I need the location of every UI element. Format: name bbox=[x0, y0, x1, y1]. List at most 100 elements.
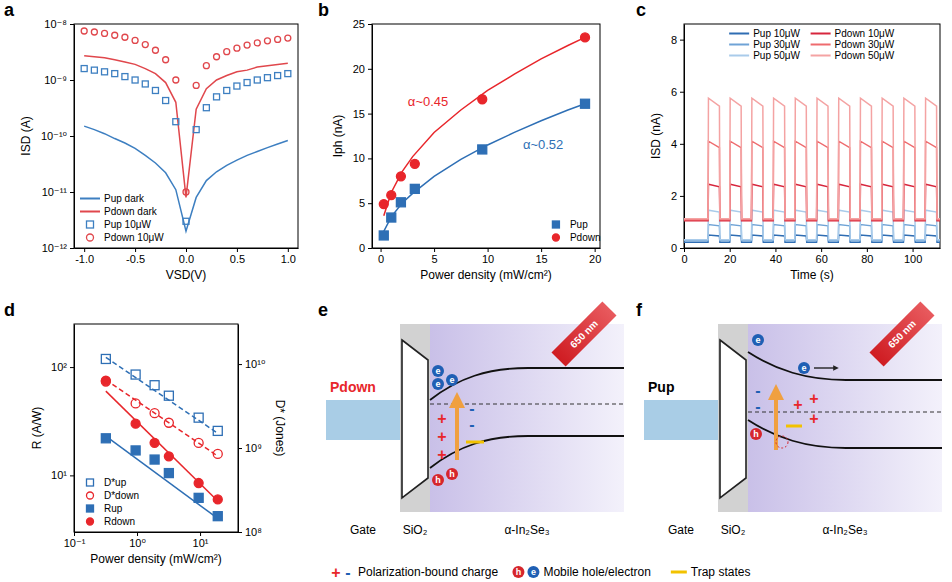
conduction-band bbox=[430, 368, 624, 400]
marker bbox=[122, 34, 128, 40]
plus-charge: + bbox=[809, 410, 818, 427]
legend: Pup darkPdown darkPup 10μWPdown 10μW bbox=[80, 193, 164, 243]
legend-item: Pdown 30μW bbox=[811, 39, 895, 50]
y-axis: 02468 bbox=[671, 25, 685, 255]
tick: 4 bbox=[671, 138, 684, 150]
hole bbox=[432, 474, 444, 486]
layer-label: Gate bbox=[350, 523, 376, 537]
trap-state bbox=[786, 425, 802, 428]
tick-mark bbox=[74, 532, 75, 536]
semiconductor bbox=[430, 324, 624, 512]
plus-charge: + bbox=[437, 428, 446, 445]
marker bbox=[387, 191, 396, 200]
oxide-barrier bbox=[402, 340, 428, 498]
tick: 10¹ bbox=[51, 469, 74, 481]
tick-label: 100 bbox=[904, 253, 922, 265]
plot-area bbox=[101, 354, 222, 520]
tick: 10⁻⁸ bbox=[44, 18, 74, 30]
tick-label: 0 bbox=[378, 253, 384, 265]
y-axis-line bbox=[684, 25, 685, 249]
y-axis-title: ISD (A) bbox=[19, 116, 33, 155]
marker bbox=[142, 42, 148, 48]
tick: 10⁸ bbox=[238, 526, 262, 538]
marker bbox=[164, 469, 173, 478]
x-axis-title: Time (s) bbox=[790, 268, 834, 282]
tick-mark bbox=[913, 248, 914, 252]
marker bbox=[254, 77, 260, 83]
tick-mark bbox=[680, 196, 684, 197]
plot-area bbox=[379, 33, 589, 240]
y2-axis-title: D* (Jones) bbox=[273, 400, 287, 457]
tick-mark bbox=[70, 248, 74, 249]
tick-mark bbox=[137, 532, 138, 536]
tick: 25 bbox=[353, 18, 372, 30]
legend-symbol bbox=[87, 479, 94, 486]
series-line bbox=[684, 184, 940, 220]
tick-label: 10² bbox=[51, 361, 67, 373]
tick-label: 20 bbox=[589, 253, 601, 265]
x-axis: 10⁻¹10⁰10¹ bbox=[64, 532, 239, 549]
tick-mark bbox=[684, 248, 685, 252]
tick-label: 0.0 bbox=[179, 253, 194, 265]
marker bbox=[396, 198, 405, 207]
legend-item: Pdown 10μW bbox=[811, 28, 895, 39]
tick: 0.5 bbox=[230, 248, 245, 265]
oxide bbox=[718, 324, 748, 512]
marker bbox=[142, 81, 148, 87]
tick-mark bbox=[238, 364, 242, 365]
marker bbox=[387, 213, 396, 222]
panel: d10⁻¹10⁰10¹10¹10²10⁸10⁹10¹⁰Power density… bbox=[4, 300, 287, 566]
fermi-level bbox=[430, 404, 624, 405]
y-axis: 10¹ 10² bbox=[51, 325, 74, 533]
tick-label: 10⁰ bbox=[129, 537, 146, 549]
tick-mark bbox=[200, 532, 201, 536]
legend-label: Pdown dark bbox=[104, 206, 158, 217]
tick-label: 10⁸ bbox=[245, 526, 262, 538]
legend-item: Pup 10μW bbox=[87, 219, 152, 230]
tick-label: 20 bbox=[724, 253, 736, 265]
tick-label: 0.5 bbox=[230, 253, 245, 265]
tick: 100 bbox=[904, 248, 922, 265]
marker bbox=[213, 495, 222, 504]
diagram-legend: +-Polarization-bound chargeheMobile hole… bbox=[331, 564, 750, 581]
tick-mark bbox=[680, 248, 684, 249]
x-axis-title: Power density (mW/cm²) bbox=[420, 268, 551, 282]
series-line bbox=[84, 126, 288, 231]
legend-item: Pup dark bbox=[80, 193, 145, 204]
panel-label: c bbox=[636, 0, 646, 20]
marker bbox=[478, 95, 487, 104]
legend-item: D*down bbox=[87, 490, 140, 501]
tick-mark bbox=[730, 248, 731, 252]
marker bbox=[122, 74, 128, 80]
electron bbox=[798, 362, 810, 374]
marker bbox=[101, 434, 110, 443]
x-axis: 05101520 bbox=[373, 248, 602, 265]
tick: 10⁻⁹ bbox=[44, 74, 74, 86]
y-axis-line bbox=[372, 25, 373, 249]
tick-label: -1.0 bbox=[75, 253, 94, 265]
marker bbox=[264, 38, 270, 44]
tick-mark bbox=[70, 136, 74, 137]
tick: 20 bbox=[353, 63, 372, 75]
legend-item: Pdown dark bbox=[80, 206, 158, 217]
layer-label: SiO₂ bbox=[403, 523, 428, 537]
minus-charge: - bbox=[469, 400, 474, 417]
light-beam: 650 nm bbox=[551, 301, 616, 366]
tick: 10 bbox=[353, 152, 372, 164]
marker bbox=[164, 391, 173, 400]
tick-mark bbox=[680, 92, 684, 93]
tick-mark bbox=[541, 248, 542, 252]
annotation: α~0.52 bbox=[523, 137, 563, 152]
marker bbox=[102, 30, 108, 36]
tick: 8 bbox=[671, 34, 684, 46]
legend-symbol bbox=[729, 44, 749, 46]
light-beam: 650 nm bbox=[869, 301, 934, 366]
y2-axis: 10⁸10⁹10¹⁰ bbox=[238, 325, 266, 539]
electron bbox=[432, 365, 444, 377]
minus-charge: - bbox=[345, 564, 350, 581]
tick: 60 bbox=[816, 248, 828, 265]
tick-mark bbox=[70, 24, 74, 25]
electron bbox=[446, 374, 458, 386]
marker bbox=[581, 99, 590, 108]
marker bbox=[203, 63, 209, 69]
